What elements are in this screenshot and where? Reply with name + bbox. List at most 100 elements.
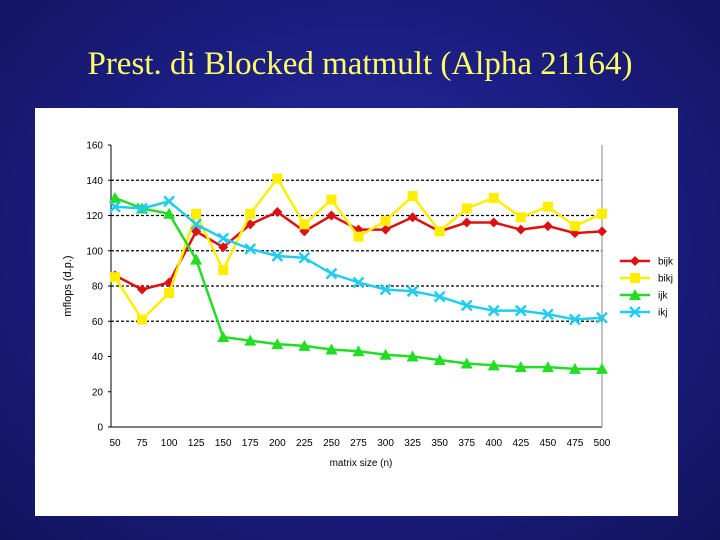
data-point [379,348,392,360]
data-point [515,224,526,235]
chart-panel: 0 20 40 60 80 100 120 140 160 50 75 100 125 150 175 200… [35,108,678,516]
legend-item-ijk: ijk [620,289,668,302]
data-point [629,306,641,318]
y-tick-label: 160 [86,141,103,152]
data-point [299,219,310,230]
x-tick-label: 100 [161,438,178,449]
y-tick-label: 140 [86,176,103,187]
data-point [218,265,229,276]
data-point [407,212,418,223]
data-point [190,218,203,231]
legend-item-bikj: bikj [620,273,673,285]
data-point [326,194,337,205]
line-chart: 0 20 40 60 80 100 120 140 160 50 75 100 125 150 175 200… [62,141,674,470]
legend-item-bijk: bijk [620,256,674,268]
data-point [630,273,640,283]
legend: bijk bikj ijk ikj [620,256,674,319]
data-point [217,331,230,343]
data-point [325,343,338,355]
data-point [487,359,500,371]
data-point [380,215,391,226]
series-bijk [110,206,607,295]
data-point [163,207,176,219]
data-point [488,192,499,203]
x-tick-label: 375 [458,438,475,449]
data-point [461,217,472,228]
x-tick-label: 475 [567,438,584,449]
series [109,173,608,374]
legend-label: ikj [658,308,667,319]
data-point [298,251,311,264]
series-bikj [110,173,607,325]
x-tick-label: 50 [109,438,121,449]
data-point [245,208,256,219]
x-tick-label: 125 [188,438,205,449]
x-tick-label: 200 [269,438,286,449]
data-point [379,283,392,296]
data-point [461,203,472,214]
data-point [569,313,581,326]
legend-item-ikj: ikj [620,306,667,319]
data-point [271,250,284,262]
data-point [353,224,364,235]
data-point [568,362,581,374]
data-point [406,350,419,362]
y-tick-label: 40 [92,352,104,363]
series-line-ikj [114,200,603,321]
data-point [434,226,445,237]
x-axis-label: matrix size (n) [330,458,393,469]
data-point [164,288,175,299]
series-ijk [109,191,608,374]
data-point [272,206,283,217]
data-point [137,314,148,325]
x-tick-label: 425 [512,438,529,449]
data-point [460,299,473,312]
data-point [514,361,527,373]
tick-labels: 0 20 40 60 80 100 120 140 160 50 75 100 125 150 175 200… [86,141,610,450]
y-tick-label: 120 [86,211,103,222]
data-point [629,289,641,300]
data-point [352,345,365,357]
data-point [597,226,607,237]
data-point [596,311,608,324]
x-tick-label: 325 [404,438,421,449]
data-point [487,304,500,317]
data-point [406,285,419,298]
legend-label: bikj [658,274,673,285]
data-point [163,195,175,208]
x-tick-label: 150 [215,438,232,449]
data-point [326,210,337,221]
data-point [596,362,608,374]
data-point [542,308,554,321]
y-axis-label: mflops (d.p.) [62,255,74,316]
x-tick-label: 250 [323,438,340,449]
y-tick-label: 80 [92,282,104,293]
data-point [217,232,230,245]
data-point [542,221,553,232]
x-tick-label: 275 [350,438,367,449]
data-point [191,226,202,237]
data-point [514,304,527,317]
data-point [190,253,203,265]
x-tick-label: 500 [594,438,611,449]
data-point [569,221,580,232]
x-tick-label: 350 [431,438,448,449]
slide-title: Prest. di Blocked matmult (Alpha 21164) [87,46,633,82]
legend-label: bijk [658,257,674,268]
y-tick-label: 100 [86,246,103,257]
legend-label: ijk [658,291,668,302]
y-tick-label: 20 [92,387,104,398]
x-tick-label: 300 [377,438,394,449]
data-point [137,284,148,295]
x-tick-label: 400 [485,438,502,449]
data-point [353,231,364,242]
y-tick-label: 0 [97,423,103,434]
data-point [272,173,283,184]
data-point [325,267,338,280]
data-point [218,242,229,253]
data-point [298,339,311,351]
x-tick-label: 75 [136,438,148,449]
data-point [597,208,607,219]
data-point [244,243,257,255]
data-point [541,361,554,373]
